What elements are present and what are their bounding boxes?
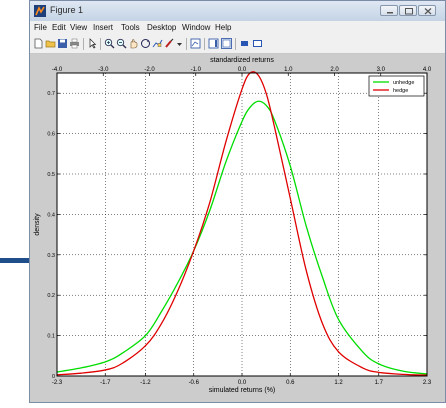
top-axis-ticks: -4.0 -3.0 -2.0 -1.0 0.0 1.0 2.0 3.0 4.0 [52,67,432,76]
legend-icon[interactable] [221,38,232,49]
top-axis-label: standardized returns [210,57,274,64]
y-tick-label: 0 [52,374,55,380]
rotate-icon[interactable] [140,38,151,49]
y-tick-label: 0.5 [47,172,55,178]
grid-lines [57,73,427,376]
top-tick-label: -3.0 [98,67,109,73]
top-tick-label: -1.0 [191,67,202,73]
x-tick-label: 1.7 [375,380,384,386]
legend-box [368,75,425,97]
x-tick-label: 2.3 [423,380,432,386]
menu-window[interactable]: Window [182,23,211,32]
x-axis-label: simulated returns (%) [209,387,276,394]
toolbar-separator [204,38,205,50]
legend-label: hedge [393,88,408,94]
top-tick-label: 0.0 [238,67,247,73]
toolbar-separator [83,38,84,50]
title-bar: Figure 1 [30,1,445,22]
menu-help[interactable]: Help [215,23,232,32]
toolbar-separator [235,38,236,50]
top-tick-label: -4.0 [52,67,63,73]
x-tick-label: -1.7 [100,380,111,386]
toolbar-separator [186,38,187,50]
link-plot-icon[interactable] [190,38,201,49]
x-tick-label: -1.2 [140,380,151,386]
x-tick-label: -0.6 [189,380,200,386]
menu-desktop[interactable]: Desktop [147,23,177,32]
matlab-figure-icon [34,5,46,17]
show-plot-tools-icon[interactable] [252,38,263,49]
y-tick-label: 0.1 [47,334,55,340]
x-tick-label: 1.2 [334,380,343,386]
minimize-icon [387,12,393,14]
menu-view[interactable]: View [70,23,88,32]
close-button[interactable] [418,5,436,16]
pan-icon[interactable] [128,38,139,49]
y-tick-label: 0.6 [47,132,55,138]
maximize-icon [405,8,413,15]
series-line-unhedge [56,100,428,375]
y-tick-label: 0.2 [47,293,55,299]
y-tick-label: 0.3 [47,253,55,259]
menu-bar: File Edit View Insert Tools Desktop Wind… [30,21,445,35]
save-icon[interactable] [57,38,68,49]
maximize-button[interactable] [399,5,417,16]
top-tick-label: 2.0 [330,67,339,73]
menu-insert[interactable]: Insert [93,23,114,32]
axes-frame [56,72,428,377]
zoom-out-icon[interactable] [116,38,127,49]
toolbar-separator [100,38,101,50]
figure-toolbar [30,35,445,54]
top-tick-label: -2.0 [144,67,155,73]
window-title: Figure 1 [50,5,84,15]
new-figure-icon[interactable] [33,38,44,49]
hide-plot-tools-icon[interactable] [239,38,250,49]
x-tick-label: 0.0 [238,380,247,386]
legend-label: unhedge [393,80,414,86]
y-axis-label: density [34,213,41,236]
density-plot: -2.3 -1.7 -1.2 -0.6 0.0 0.6 1.2 1.7 2.3 -4.0 -3.0… [34,57,432,394]
top-tick-label: 3.0 [377,67,386,73]
menu-edit[interactable]: Edit [52,23,66,32]
x-tick-label: -2.3 [52,380,63,386]
x-axis-ticks: -2.3 -1.7 -1.2 -0.6 0.0 0.6 1.2 1.7 2.3 [52,373,432,386]
data-cursor-icon[interactable] [152,38,163,49]
zoom-in-icon[interactable] [104,38,115,49]
close-icon [424,8,432,15]
menu-tools[interactable]: Tools [121,23,140,32]
desktop-accent-bar [0,258,36,263]
brush-dropdown-icon[interactable] [174,38,185,49]
y-tick-label: 0.7 [47,91,55,97]
minimize-button[interactable] [380,5,398,16]
y-tick-label: 0.4 [47,212,55,218]
figure-window: Figure 1 File Edit View Insert Tools Des… [29,0,446,403]
legend[interactable]: unhedge hedge [368,75,425,97]
top-tick-label: 4.0 [423,67,432,73]
open-file-icon[interactable] [45,38,56,49]
pointer-icon[interactable] [87,38,98,49]
print-icon[interactable] [69,38,80,49]
brush-icon[interactable] [164,38,175,49]
x-tick-label: 0.6 [286,380,295,386]
figure-canvas: -2.3 -1.7 -1.2 -0.6 0.0 0.6 1.2 1.7 2.3 -4.0 -3.0… [30,54,445,402]
top-tick-label: 1.0 [284,67,293,73]
menu-file[interactable]: File [34,23,47,32]
colorbar-icon[interactable] [208,38,219,49]
